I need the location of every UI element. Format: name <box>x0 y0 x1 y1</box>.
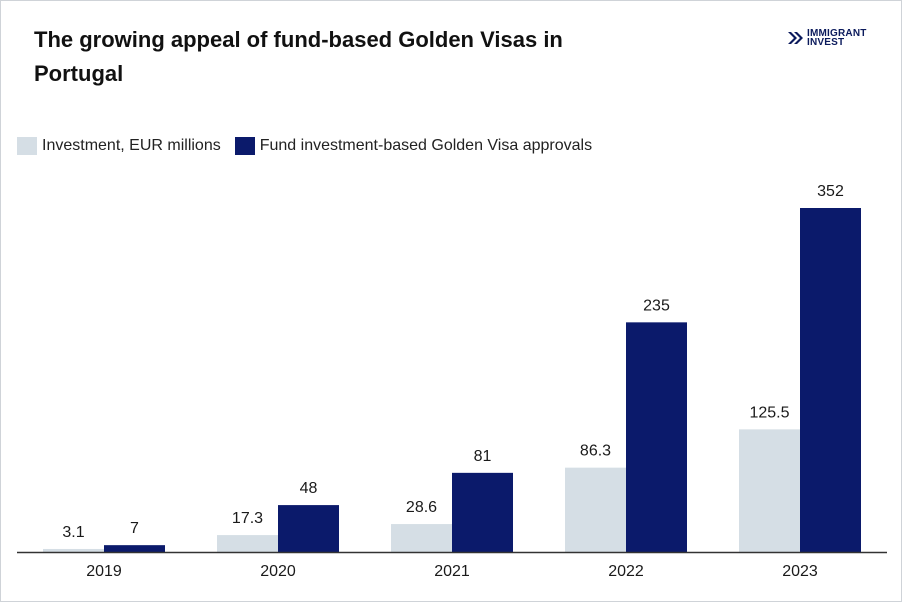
bar-approvals-2020 <box>278 505 339 552</box>
bar-investment-2020 <box>217 535 278 552</box>
bar-investment-2023 <box>739 429 800 552</box>
x-tick-label-2020: 2020 <box>260 563 296 580</box>
chart-title: The growing appeal of fund-based Golden … <box>34 27 563 86</box>
data-label-investment-2020: 17.3 <box>232 510 263 527</box>
brand-name: IMMIGRANT INVEST <box>807 28 867 48</box>
legend-label-approvals: Fund investment-based Golden Visa approv… <box>259 137 593 154</box>
data-label-investment-2023: 125.5 <box>749 404 789 421</box>
data-label-approvals-2019: 7 <box>130 520 139 537</box>
double-chevron-icon <box>788 32 803 44</box>
brand-line-1: IMMIGRANT <box>807 28 867 39</box>
bar-approvals-2022 <box>626 322 687 552</box>
bar-approvals-2021 <box>452 472 513 552</box>
bar-investment-2021 <box>391 524 452 552</box>
legend-swatch-investment <box>17 137 37 155</box>
data-label-investment-2022: 86.3 <box>580 443 611 460</box>
brand-line-2: INVEST <box>807 37 845 48</box>
bar-approvals-2023 <box>800 208 861 552</box>
bar-approvals-2019 <box>104 545 165 552</box>
data-label-approvals-2020: 48 <box>300 480 318 497</box>
bar-investment-2019 <box>43 548 104 552</box>
x-tick-label-2022: 2022 <box>608 563 644 580</box>
legend-item-approvals: Fund investment-based Golden Visa approv… <box>234 137 593 155</box>
data-label-approvals-2022: 235 <box>643 297 670 314</box>
legend-item-investment: Investment, EUR millions <box>17 137 221 155</box>
legend-swatch-approvals <box>234 137 255 155</box>
data-label-investment-2021: 28.6 <box>406 499 437 516</box>
data-label-approvals-2021: 81 <box>474 448 492 465</box>
chart-legend: Investment, EUR millions Fund investment… <box>17 137 606 155</box>
x-tick-label-2023: 2023 <box>782 563 818 580</box>
legend-label-investment: Investment, EUR millions <box>42 137 221 154</box>
x-tick-label-2021: 2021 <box>434 563 470 580</box>
data-label-approvals-2023: 352 <box>817 183 844 200</box>
x-tick-label-2019: 2019 <box>86 563 122 580</box>
data-label-investment-2019: 3.1 <box>62 524 84 541</box>
bar-investment-2022 <box>565 467 626 552</box>
brand-logo: IMMIGRANT INVEST <box>787 28 867 48</box>
